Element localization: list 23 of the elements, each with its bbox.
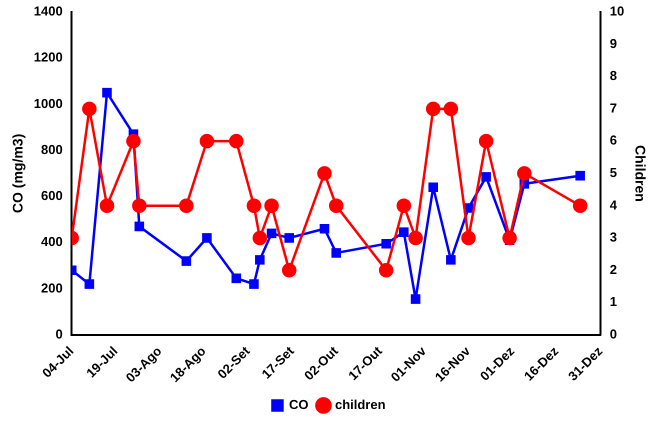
y-tick-label: 1400: [34, 4, 63, 19]
y-tick-label: 200: [41, 280, 63, 296]
y-tick-label: 0: [55, 326, 63, 342]
y2-tick-label: 3: [610, 230, 617, 245]
y2-tick-label: 2: [610, 262, 617, 277]
legend-label: CO: [288, 397, 308, 412]
legend-label: children: [334, 397, 386, 412]
y2-tick-label: 7: [610, 100, 617, 116]
y2-tick-label: 4: [610, 197, 618, 212]
y2-tick-label: 1: [610, 294, 617, 310]
y2-tick-label: 5: [610, 164, 617, 180]
y2-tick-label: 0: [610, 326, 617, 342]
y-tick-label: 800: [41, 142, 63, 157]
y2-tick-label: 9: [610, 36, 617, 51]
y2-tick-label: 8: [610, 68, 617, 84]
y2-tick-label: 6: [610, 132, 617, 148]
y-tick-label: 400: [41, 234, 63, 250]
y-tick-label: 600: [41, 188, 63, 204]
y-tick-label: 1000: [34, 96, 63, 111]
y-axis-title: CO (mg/m3): [9, 134, 26, 214]
y2-axis-title: Children: [632, 145, 649, 202]
y-tick-label: 1200: [34, 50, 63, 65]
y2-tick-label: 10: [610, 4, 624, 19]
